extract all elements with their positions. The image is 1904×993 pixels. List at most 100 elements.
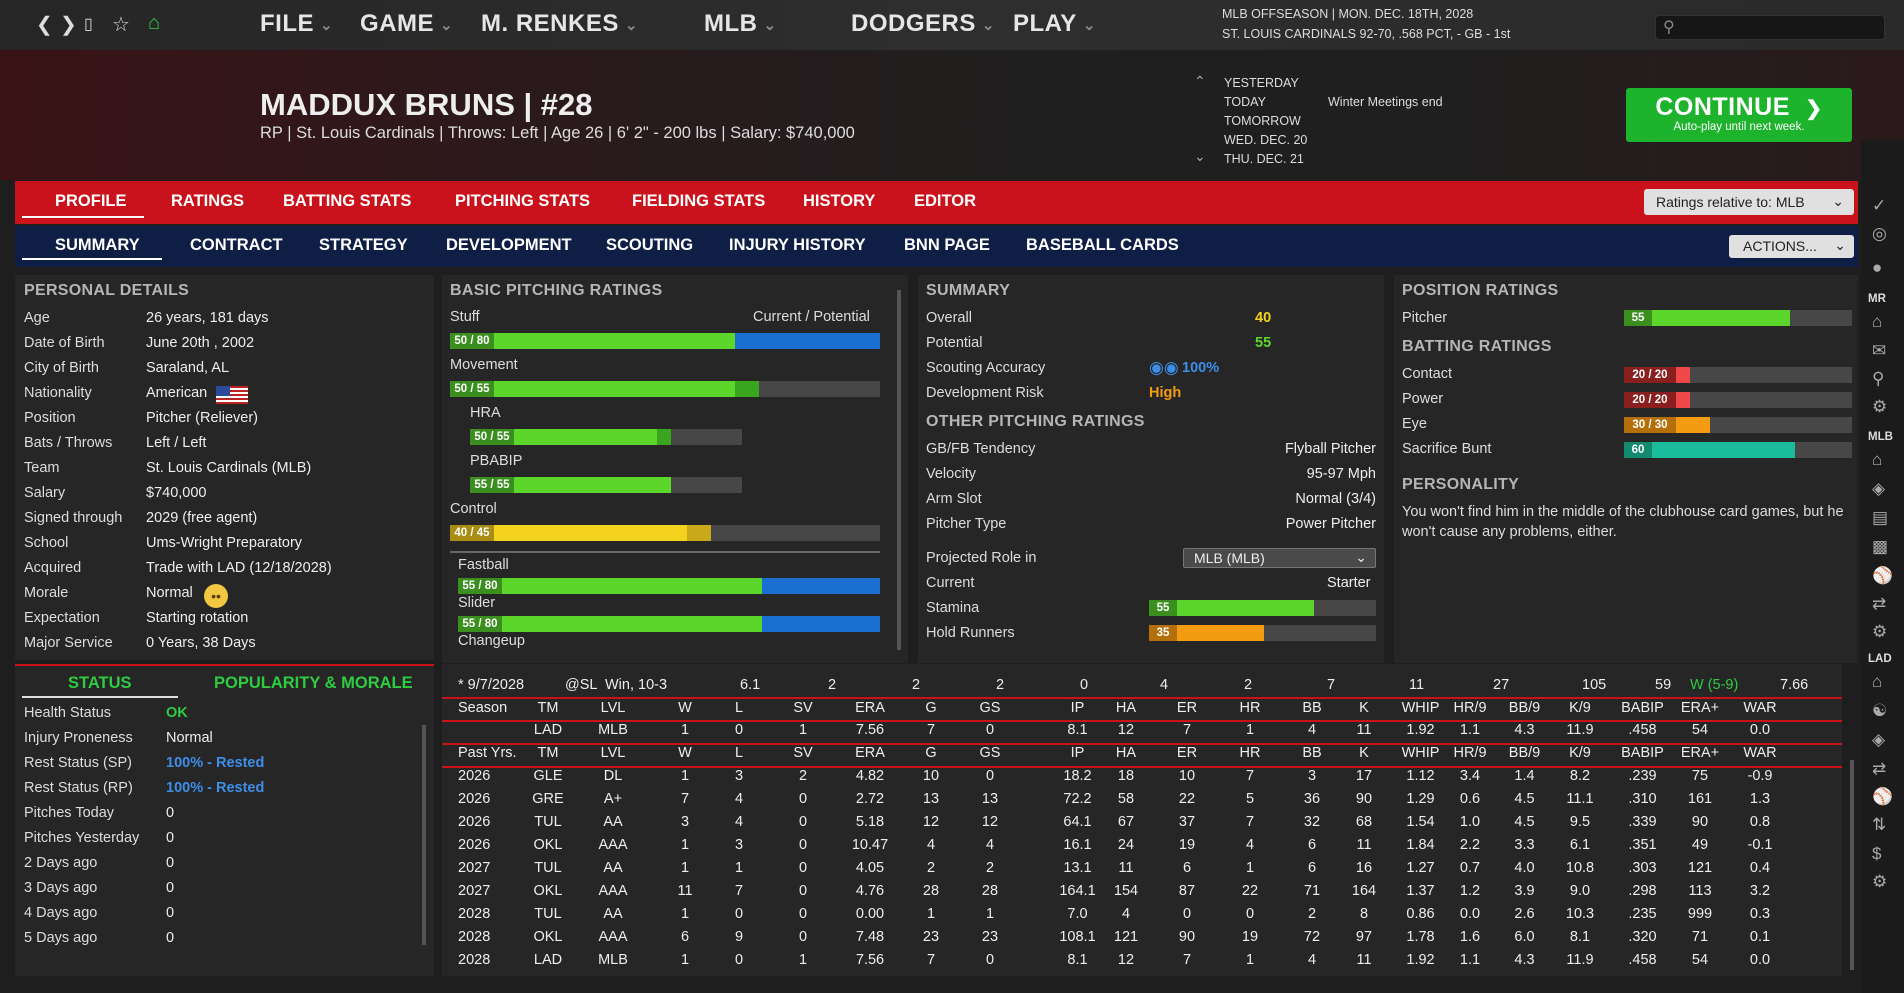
tab-injury-history[interactable]: INJURY HISTORY — [729, 236, 866, 254]
season-header-cell: K — [1359, 700, 1369, 716]
menu-mlb[interactable]: MLB ⌄ — [704, 10, 777, 37]
tab-editor[interactable]: EDITOR — [914, 192, 977, 210]
past-row-cell: 11.9 — [1566, 952, 1594, 968]
menu-game[interactable]: GAME ⌄ — [360, 10, 454, 37]
past-row-cell: 2 — [798, 768, 808, 784]
baseball-icon[interactable]: ⚾ — [1872, 787, 1894, 806]
past-row-cell: 4 — [926, 837, 936, 853]
stats-scrollbar[interactable] — [1850, 760, 1854, 970]
date-yesterday[interactable]: YESTERDAY — [1224, 76, 1299, 90]
date-up-icon[interactable]: ⌃ — [1194, 73, 1206, 89]
position-panel — [1394, 275, 1858, 663]
past-row-cell: 164 — [1351, 883, 1377, 899]
date-dec20[interactable]: WED. DEC. 20 — [1224, 133, 1308, 147]
shield-icon[interactable]: ◈ — [1872, 479, 1886, 498]
tab-contract[interactable]: CONTRACT — [190, 236, 283, 254]
continue-button[interactable]: CONTINUE ❯ Auto-play until next week. — [1626, 88, 1852, 142]
date-dec21[interactable]: THU. DEC. 21 — [1224, 152, 1304, 166]
sidebar-lad: LAD — [1868, 653, 1892, 665]
home-icon[interactable]: ⌂ — [148, 12, 161, 34]
date-down-icon[interactable]: ⌄ — [1194, 148, 1206, 164]
past-row-cell: 2 — [1307, 906, 1317, 922]
past-row-cell: 1.12 — [1406, 768, 1435, 784]
date-tomorrow[interactable]: TOMORROW — [1224, 114, 1301, 128]
stuff-current-fill — [494, 333, 736, 349]
tab-status[interactable]: STATUS — [68, 674, 132, 692]
past-row-cell: 1.27 — [1406, 860, 1435, 876]
tab-history[interactable]: HISTORY — [803, 192, 876, 210]
tab-strategy[interactable]: STRATEGY — [319, 236, 408, 254]
tab-development[interactable]: DEVELOPMENT — [446, 236, 572, 254]
transfer-icon[interactable]: ⇄ — [1872, 594, 1887, 613]
bulb-icon[interactable]: ● — [1872, 258, 1883, 277]
mail-icon[interactable]: ✉ — [1872, 341, 1887, 360]
past-row-cell: 1.54 — [1406, 814, 1435, 830]
home-icon[interactable]: ⌂ — [1872, 450, 1883, 469]
news-icon[interactable]: ▤ — [1872, 508, 1889, 527]
other-value: 95-97 Mph — [1306, 466, 1376, 482]
player-subtitle: RP | St. Louis Cardinals | Throws: Left … — [260, 124, 855, 142]
gear-icon[interactable]: ⚙ — [1872, 622, 1888, 641]
search-icon[interactable]: ⚲ — [1872, 369, 1885, 388]
roster-icon[interactable]: ☯ — [1872, 701, 1888, 720]
hold-runners-fill — [1177, 625, 1265, 641]
tab-fielding-stats[interactable]: FIELDING STATS — [632, 192, 766, 210]
dollar-icon[interactable]: $ — [1872, 844, 1882, 863]
past-row-cell: 108.1 — [1059, 929, 1096, 945]
tab-baseball-cards[interactable]: BASEBALL CARDS — [1026, 236, 1179, 254]
past-row-cell: 6 — [680, 929, 690, 945]
overall-label: Overall — [926, 310, 972, 326]
tab-pitching-stats[interactable]: PITCHING STATS — [455, 192, 591, 210]
tab-batting-stats[interactable]: BATTING STATS — [283, 192, 412, 210]
check-icon[interactable]: ✓ — [1872, 196, 1887, 215]
past-row-cell: 3.3 — [1514, 837, 1535, 853]
star-icon[interactable]: ☆ — [112, 14, 130, 36]
season-row-cell: 1 — [1245, 722, 1255, 738]
past-row-cell: .351 — [1628, 837, 1657, 853]
trade-icon[interactable]: ⇅ — [1872, 815, 1887, 834]
home-icon[interactable]: ⌂ — [1872, 312, 1883, 331]
past-row-cell: 37 — [1178, 814, 1196, 830]
player-header — [0, 50, 1904, 180]
past-row-cell: 2026 — [458, 837, 491, 853]
past-header-cell: IP — [1070, 745, 1085, 761]
tab-summary[interactable]: SUMMARY — [55, 236, 140, 254]
chart-icon[interactable]: ▩ — [1872, 537, 1889, 556]
past-row-cell: 0.8 — [1749, 814, 1771, 830]
forward-icon[interactable]: ❯ — [60, 14, 77, 36]
actions-select[interactable]: ACTIONS... ⌄ — [1729, 235, 1854, 258]
transfer-icon[interactable]: ⇄ — [1872, 759, 1887, 778]
pitcher-rating-badge: 55 — [1624, 310, 1652, 326]
gear-icon[interactable]: ⚙ — [1872, 397, 1888, 416]
date-today[interactable]: TODAY — [1224, 95, 1266, 109]
past-row-cell: .310 — [1628, 791, 1657, 807]
shield-icon[interactable]: ◈ — [1872, 730, 1886, 749]
baseball-icon[interactable]: ⚾ — [1872, 566, 1894, 585]
ratings-relative-select[interactable]: Ratings relative to: MLB ⌄ — [1644, 189, 1854, 215]
tab-ratings[interactable]: RATINGS — [171, 192, 245, 210]
projected-role-select[interactable]: MLB (MLB) ⌄ — [1183, 548, 1376, 568]
gear-icon[interactable]: ⚙ — [1872, 872, 1888, 891]
tab-popularity-morale[interactable]: POPULARITY & MORALE — [214, 674, 413, 692]
menu-file[interactable]: FILE ⌄ — [260, 10, 334, 37]
tab-bnn-page[interactable]: BNN PAGE — [904, 236, 990, 254]
personal-value: St. Louis Cardinals (MLB) — [146, 460, 312, 476]
status-scrollbar[interactable] — [422, 725, 426, 945]
globe-icon[interactable]: ◎ — [1872, 224, 1887, 243]
personal-label: City of Birth — [24, 360, 99, 376]
tab-scouting[interactable]: SCOUTING — [606, 236, 694, 254]
back-icon[interactable]: ❮ — [36, 14, 53, 36]
pitch-divider — [450, 551, 880, 553]
menu-play[interactable]: PLAY ⌄ — [1013, 10, 1096, 37]
last-game-cell: 0 — [1080, 677, 1089, 693]
menu-dodgers[interactable]: DODGERS ⌄ — [851, 10, 995, 37]
home-icon[interactable]: ⌂ — [1872, 672, 1883, 691]
tab-profile[interactable]: PROFILE — [55, 192, 127, 210]
projected-role-label: Projected Role in — [926, 550, 1037, 566]
search-input[interactable] — [1655, 15, 1885, 40]
pitching-scrollbar[interactable] — [897, 290, 901, 650]
past-header-cell: TM — [537, 745, 559, 761]
menu-manager[interactable]: M. RENKES ⌄ — [481, 10, 638, 37]
past-row-cell: 10 — [1178, 768, 1196, 784]
phone-icon[interactable]: ▯ — [84, 16, 93, 33]
